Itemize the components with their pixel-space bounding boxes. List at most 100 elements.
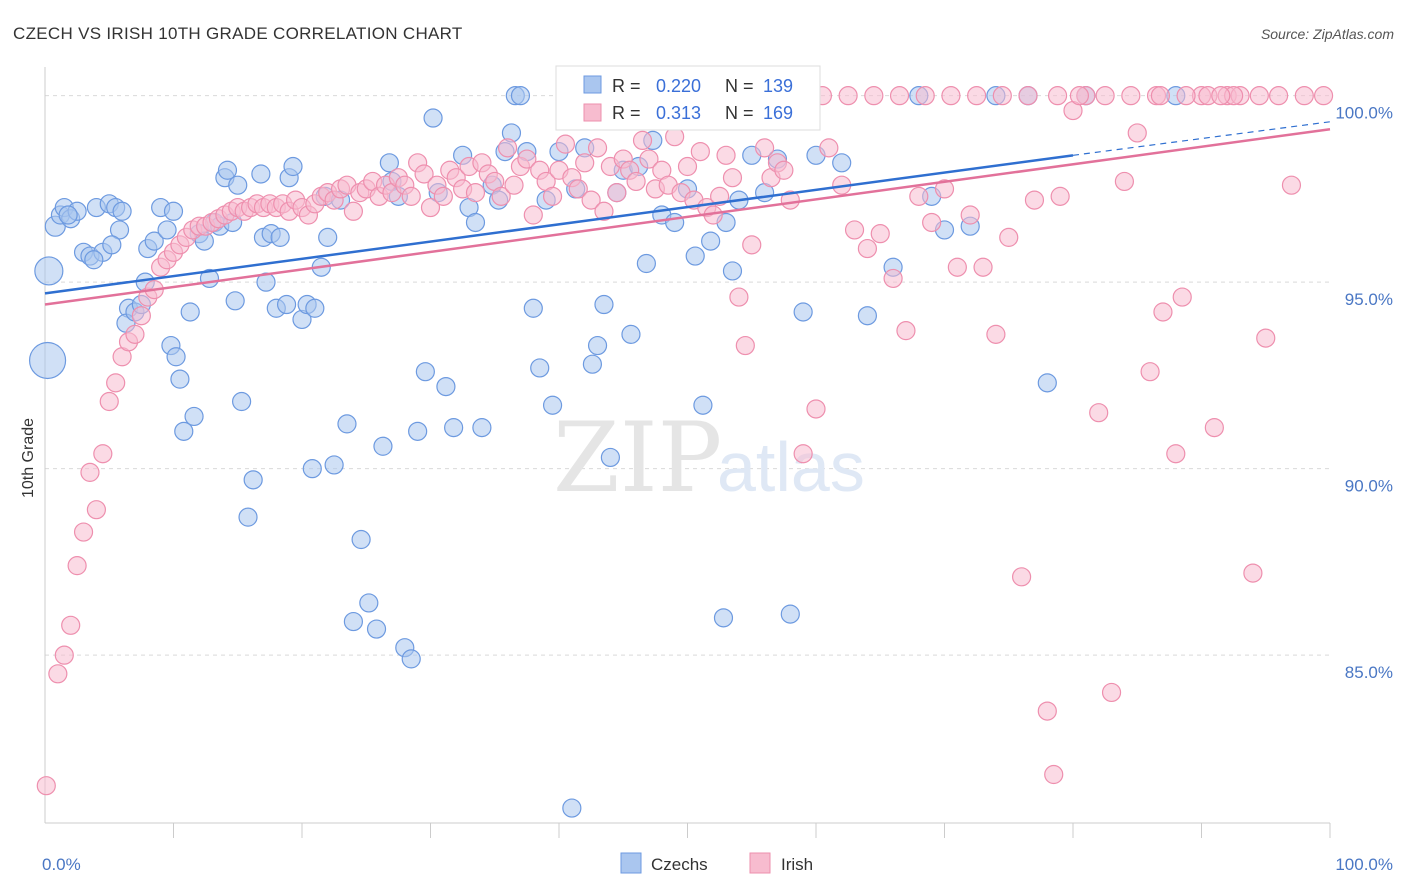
- irish-point-8: [93, 444, 113, 464]
- irish-point-131: [986, 324, 1006, 344]
- czech-point-84: [465, 212, 486, 233]
- irish-point-5: [73, 522, 94, 542]
- irish-point-99: [677, 156, 698, 177]
- y-tick-label-0: 85.0%: [1345, 663, 1393, 682]
- czech-point-94: [530, 358, 550, 378]
- irish-point-9: [99, 391, 119, 412]
- irish-point-82: [568, 179, 588, 199]
- czech-point-68: [359, 593, 379, 613]
- czech-point-81: [444, 418, 464, 438]
- czech-point-26: [157, 220, 177, 240]
- irish-point-149: [1204, 418, 1224, 438]
- irish-point-146: [1166, 444, 1186, 464]
- czech-point-109: [636, 253, 656, 274]
- irish-point-14: [131, 306, 151, 326]
- irish-point-70: [491, 186, 511, 206]
- czech-point-62: [318, 227, 338, 247]
- czech-point-59: [305, 298, 325, 318]
- irish-point-106: [722, 168, 743, 188]
- czech-point-119: [713, 608, 734, 628]
- irish-point-155: [1294, 86, 1314, 106]
- irish-point-178: [1211, 86, 1231, 106]
- czech-point-66: [343, 611, 363, 632]
- czech-point-127: [780, 604, 800, 624]
- irish-point-108: [735, 335, 755, 356]
- czech-point-31: [166, 347, 186, 367]
- irish-point-168: [1121, 86, 1141, 106]
- irish-point-118: [819, 138, 839, 158]
- irish-point-135: [1037, 701, 1057, 721]
- stats-n-label-czechs: N =: [725, 76, 754, 96]
- irish-point-74: [517, 149, 537, 169]
- czech-point-131: [857, 306, 878, 326]
- czech-point-58: [302, 459, 322, 479]
- czech-point-142: [562, 798, 582, 818]
- czech-point-113: [665, 212, 685, 233]
- watermark: ZIP atlas: [553, 402, 865, 514]
- czech-point-52: [270, 227, 290, 247]
- watermark-atlas: atlas: [717, 428, 865, 506]
- czech-point-101: [582, 354, 603, 374]
- czech-point-46: [243, 470, 263, 490]
- czech-point-45: [238, 507, 258, 527]
- irish-point-109: [742, 235, 762, 255]
- irish-point-91: [626, 171, 646, 192]
- czech-point-16: [84, 250, 104, 270]
- czech-point-15: [102, 235, 122, 255]
- czech-point-63: [324, 455, 344, 475]
- czech-point-14: [112, 201, 132, 221]
- irish-point-86: [594, 201, 614, 221]
- irish-point-130: [973, 257, 993, 277]
- legend-swatch-czechs: [620, 852, 642, 874]
- irish-point-78: [542, 186, 563, 206]
- irish-point-2: [54, 645, 74, 665]
- irish-point-166: [1069, 86, 1090, 106]
- czech-point-70: [373, 436, 393, 456]
- irish-point-177: [1150, 86, 1170, 106]
- irish-point-143: [1127, 123, 1147, 143]
- irish-point-116: [793, 444, 813, 464]
- irish-point-158: [864, 86, 884, 106]
- trend-line-czechs: [44, 154, 1074, 295]
- irish-point-173: [1249, 86, 1269, 106]
- axes: [44, 67, 1331, 838]
- irish-point-84: [581, 190, 601, 210]
- irish-point-147: [1172, 287, 1192, 307]
- irish-point-134: [1024, 190, 1045, 210]
- czech-point-130: [832, 153, 852, 173]
- czech-point-96: [542, 395, 563, 415]
- irish-point-137: [1050, 186, 1070, 206]
- czech-point-139: [1037, 373, 1057, 393]
- irish-point-170: [1176, 86, 1196, 106]
- chart-source: Source: ZipAtlas.com: [1261, 26, 1394, 42]
- czech-point-17: [58, 205, 78, 225]
- irish-point-4: [67, 556, 87, 576]
- irish-point-72: [504, 175, 524, 195]
- irish-point-58: [414, 164, 434, 184]
- stats-r-value-czechs: 0.220: [656, 76, 701, 96]
- czech-point-29: [174, 421, 194, 441]
- irish-point-121: [857, 238, 878, 259]
- x-tick-label-0: 0.0%: [42, 855, 81, 874]
- stats-swatch-czechs: [583, 75, 602, 94]
- series-irish-points: [36, 86, 1334, 796]
- stats-n-value-czechs: 139: [763, 76, 793, 96]
- irish-point-141: [1101, 682, 1122, 703]
- irish-point-160: [915, 86, 935, 106]
- czech-point-53: [276, 294, 297, 315]
- czech-point-128: [793, 302, 813, 322]
- stats-r-label-irish: R =: [612, 103, 641, 123]
- czech-point-1: [28, 341, 67, 380]
- irish-point-120: [844, 220, 865, 240]
- irish-point-3: [61, 615, 81, 635]
- irish-point-71: [498, 138, 518, 158]
- stats-n-value-irish: 169: [763, 103, 793, 123]
- irish-point-59: [420, 197, 441, 218]
- irish-point-159: [889, 86, 910, 106]
- irish-point-122: [870, 224, 890, 244]
- irish-point-175: [1313, 86, 1334, 106]
- irish-point-123: [883, 268, 903, 289]
- irish-point-142: [1114, 171, 1135, 192]
- czech-point-78: [423, 108, 443, 128]
- czech-point-103: [594, 294, 614, 315]
